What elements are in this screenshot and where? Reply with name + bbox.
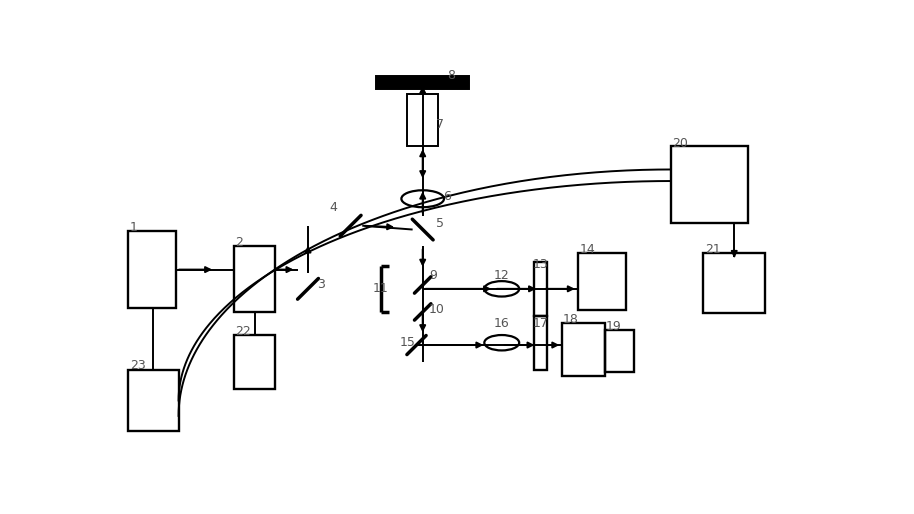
Bar [535,262,547,316]
Text: 4: 4 [330,201,337,214]
Text: 14: 14 [579,243,595,256]
Bar [128,231,176,308]
Text: 13: 13 [533,258,548,271]
Text: 3: 3 [317,279,325,291]
Text: 11: 11 [372,282,388,295]
Text: 16: 16 [494,317,510,330]
Text: 21: 21 [705,243,720,256]
Text: 7: 7 [436,118,444,131]
Text: 8: 8 [448,69,455,82]
Text: 18: 18 [562,313,578,326]
Text: 10: 10 [429,303,445,316]
Bar [562,323,605,376]
Bar [234,247,275,312]
Text: 20: 20 [673,137,688,150]
Text: 17: 17 [533,317,548,330]
Text: 1: 1 [130,221,138,234]
Text: 22: 22 [235,325,251,338]
Text: 23: 23 [130,359,145,372]
Text: 6: 6 [443,190,452,203]
Bar [128,370,178,431]
Bar [578,253,626,310]
Text: 2: 2 [235,236,243,249]
Bar [234,335,275,389]
Bar [703,253,765,313]
Bar [535,316,547,370]
Bar [408,94,438,146]
Text: 5: 5 [436,217,444,230]
Bar [605,329,634,372]
Text: 19: 19 [606,320,622,333]
Text: 15: 15 [399,336,415,349]
Text: 9: 9 [429,269,437,282]
Bar [377,76,469,89]
Text: 12: 12 [494,269,510,282]
Bar [671,146,749,224]
